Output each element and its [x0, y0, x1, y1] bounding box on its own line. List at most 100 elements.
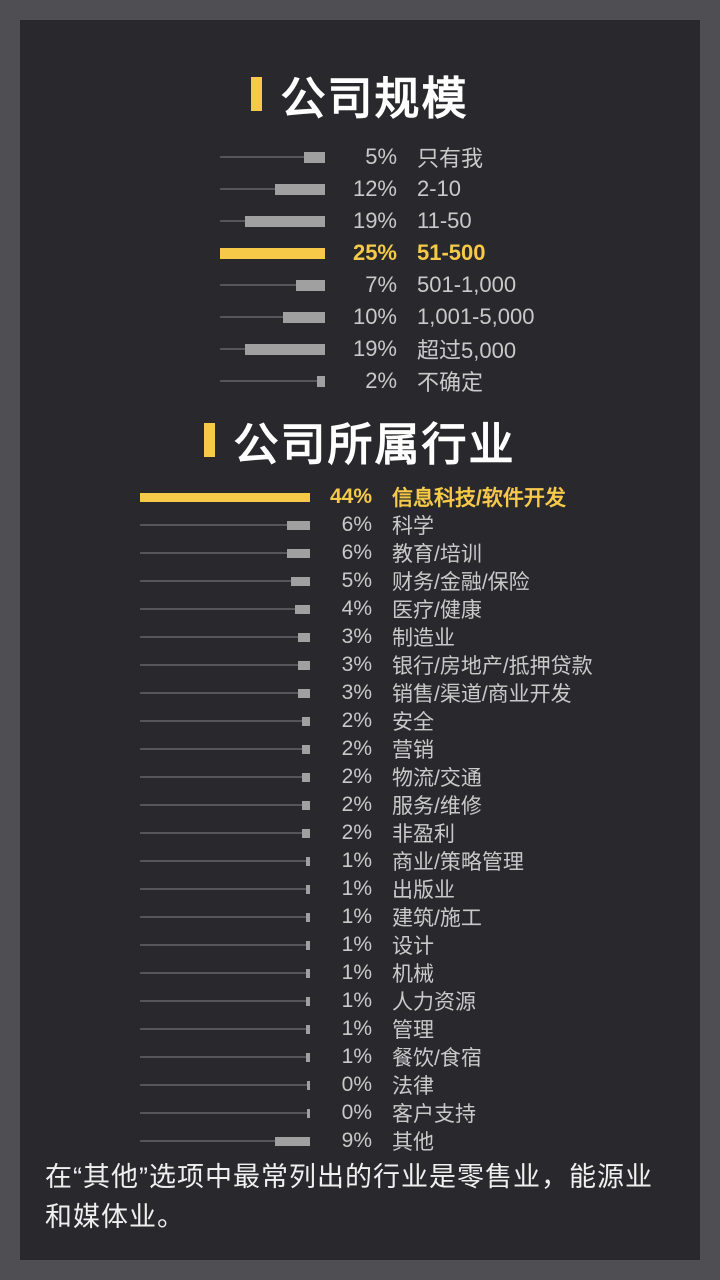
bar — [286, 520, 310, 530]
bar-track — [140, 1136, 310, 1146]
chart-row: 1% 管理 — [20, 1015, 700, 1043]
value-label: 2% — [341, 793, 372, 816]
bar — [290, 576, 310, 586]
bar-baseline — [140, 552, 310, 554]
category-label: 医疗/健康 — [392, 599, 482, 622]
chart-row: 1% 人力资源 — [20, 987, 700, 1015]
value-label: 2% — [341, 737, 372, 760]
value-label: 2% — [365, 368, 397, 393]
value-label: 5% — [365, 144, 397, 169]
chart-row: 3% 制造业 — [20, 623, 700, 651]
chart-row: 12% 2-10 — [20, 173, 700, 205]
chart-row: 9% 其他 — [20, 1127, 700, 1155]
category-label: 信息科技/软件开发 — [392, 487, 566, 510]
chart-row: 1% 商业/策略管理 — [20, 847, 700, 875]
chart-row: 0% 客户支持 — [20, 1099, 700, 1127]
bar-baseline — [140, 1056, 310, 1058]
value-label: 2% — [341, 765, 372, 788]
value-label: 19% — [352, 208, 397, 233]
bar-track — [140, 744, 310, 754]
value-label: 1% — [341, 1017, 372, 1040]
bar-track — [140, 660, 310, 670]
company-size-section: 公司规模 5% 只有我 12% 2-10 19% 11-50 25% 51-500 7% 501-… — [20, 70, 700, 397]
bar-track — [140, 856, 310, 866]
chart-row: 1% 设计 — [20, 931, 700, 959]
category-label: 科学 — [392, 515, 434, 538]
bar — [286, 548, 310, 558]
bar-chart: 44% 信息科技/软件开发 6% 科学 6% 教育/培训 5% 财务/金融/保险 4% 医疗/健康… — [20, 483, 700, 1155]
title-accent-bar — [204, 423, 216, 457]
value-label: 1% — [341, 989, 372, 1012]
value-label: 1% — [341, 877, 372, 900]
bar — [306, 940, 310, 950]
value-label: 2% — [341, 821, 372, 844]
bar-track — [140, 968, 310, 978]
bar-track — [140, 548, 310, 558]
bar-track — [140, 772, 310, 782]
section-title: 公司所属行业 — [20, 416, 700, 470]
bar — [306, 1052, 310, 1062]
bar-baseline — [140, 944, 310, 946]
bar-track — [140, 688, 310, 698]
bar — [307, 1108, 310, 1118]
bar-baseline — [140, 636, 310, 638]
category-label: 11-50 — [417, 208, 472, 233]
company-industry-section: 公司所属行业 44% 信息科技/软件开发 6% 科学 6% 教育/培训 5% 财务/金融/保险… — [20, 416, 700, 1155]
chart-row: 6% 科学 — [20, 511, 700, 539]
category-label: 超过5,000 — [417, 338, 517, 363]
bar-baseline — [140, 524, 310, 526]
bar-track — [140, 884, 310, 894]
bar-baseline — [140, 692, 310, 694]
section-title-text: 公司规模 — [280, 72, 469, 124]
bar-track — [220, 375, 325, 387]
value-label: 1% — [341, 849, 372, 872]
bar-track — [140, 940, 310, 950]
category-label: 2-10 — [417, 176, 462, 201]
bar — [275, 1136, 310, 1146]
bar-baseline — [140, 608, 310, 610]
bar — [245, 215, 325, 227]
bar — [298, 660, 310, 670]
bar — [302, 828, 310, 838]
category-label: 非盈利 — [392, 823, 455, 846]
value-label: 25% — [352, 240, 397, 265]
bar-track — [140, 996, 310, 1006]
value-label: 44% — [329, 485, 372, 508]
bar — [302, 800, 310, 810]
bar-baseline — [220, 316, 325, 318]
category-label: 安全 — [392, 711, 434, 734]
bar — [306, 856, 310, 866]
value-label: 0% — [341, 1073, 372, 1096]
chart-row: 2% 物流/交通 — [20, 763, 700, 791]
bar-track — [140, 576, 310, 586]
bar-track — [220, 279, 325, 291]
chart-row: 25% 51-500 — [20, 237, 700, 269]
category-label: 制造业 — [392, 627, 455, 650]
bar-track — [220, 343, 325, 355]
bar — [316, 375, 325, 387]
category-label: 法律 — [392, 1075, 434, 1098]
bar-track — [140, 800, 310, 810]
bar-track — [140, 520, 310, 530]
value-label: 4% — [341, 597, 372, 620]
category-label: 建筑/施工 — [392, 907, 482, 930]
bar-track — [140, 492, 310, 502]
bar-baseline — [140, 720, 310, 722]
chart-row: 44% 信息科技/软件开发 — [20, 483, 700, 511]
bar-track — [220, 247, 325, 259]
bar — [306, 884, 310, 894]
category-label: 服务/维修 — [392, 795, 482, 818]
bar-track — [140, 716, 310, 726]
bar-track — [220, 215, 325, 227]
chart-row: 1% 出版业 — [20, 875, 700, 903]
category-label: 客户支持 — [392, 1103, 476, 1126]
bar-baseline — [140, 1112, 310, 1114]
bar-baseline — [220, 380, 325, 382]
chart-row: 2% 安全 — [20, 707, 700, 735]
chart-row: 2% 非盈利 — [20, 819, 700, 847]
bar-baseline — [220, 284, 325, 286]
bar-track — [220, 151, 325, 163]
chart-row: 1% 机械 — [20, 959, 700, 987]
bar — [306, 968, 310, 978]
bar — [306, 1024, 310, 1034]
